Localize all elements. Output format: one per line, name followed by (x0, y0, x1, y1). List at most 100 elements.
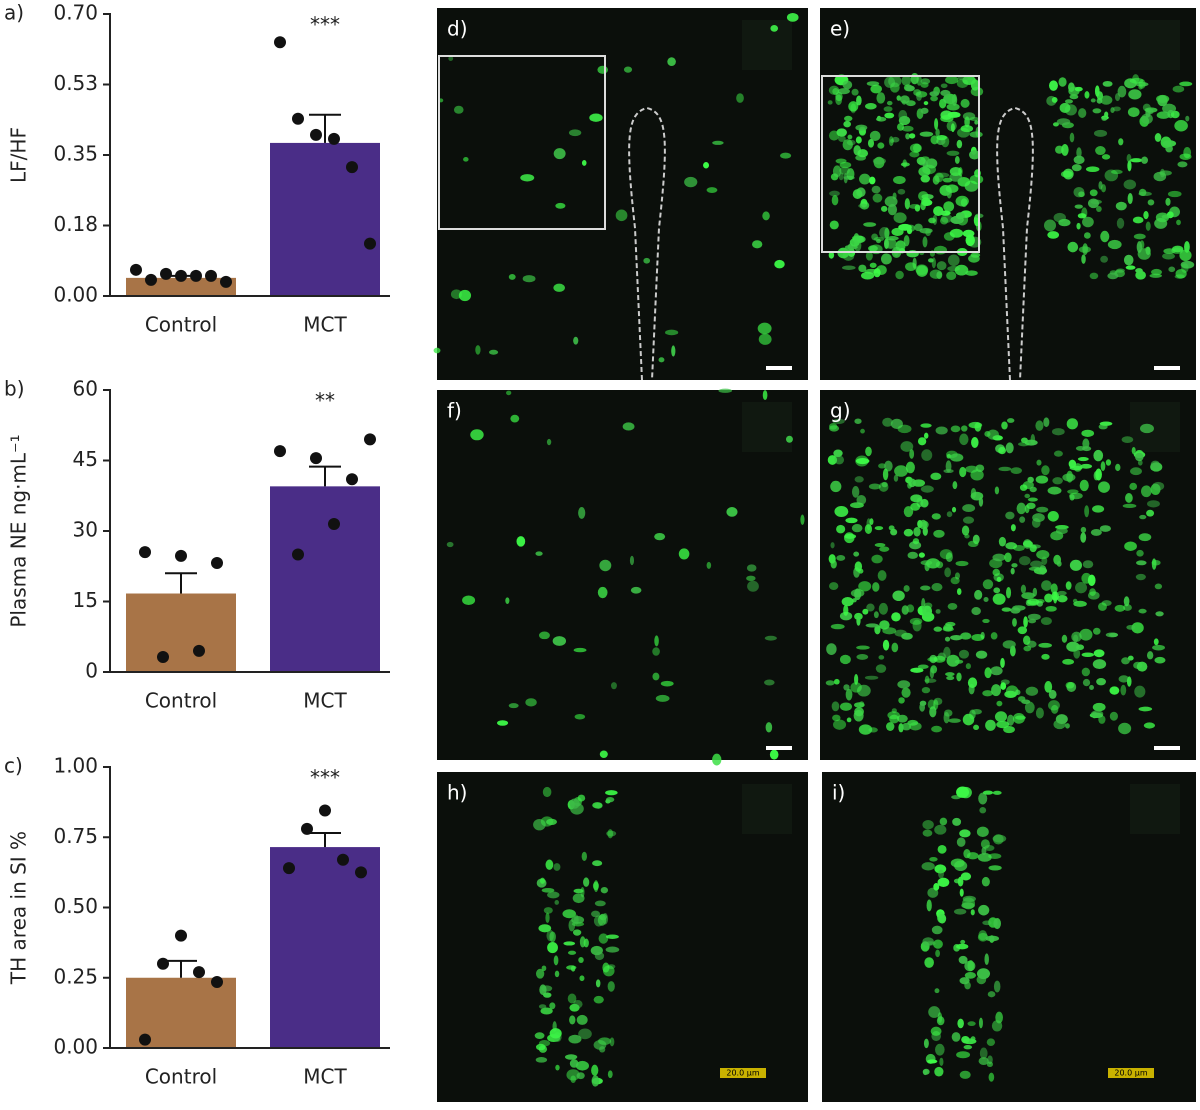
fluorescent-cell (884, 112, 895, 119)
fluorescent-cell (598, 1037, 612, 1045)
corner-patch (742, 784, 792, 834)
fluorescent-cell (955, 212, 965, 220)
fluorescent-cell (1127, 160, 1132, 172)
fluorescent-cell (873, 611, 879, 619)
fluorescent-cell (1092, 505, 1105, 513)
fluorescent-cell (1017, 442, 1030, 447)
fluorescent-cell (862, 608, 869, 615)
bar (126, 593, 236, 672)
panel-label: d) (447, 17, 468, 41)
fluorescent-cell (843, 120, 851, 128)
fluorescent-cell (1151, 558, 1157, 570)
fluorescent-cell (602, 965, 615, 977)
fluorescent-cell (921, 197, 931, 207)
x-tick-label: MCT (303, 689, 347, 713)
fluorescent-cell (578, 957, 584, 963)
fluorescent-cell (1082, 560, 1094, 569)
fluorescent-cell (1067, 241, 1079, 253)
fluorescent-cell (1160, 168, 1165, 178)
corner-patch (1130, 20, 1180, 70)
fluorescent-cell (1155, 611, 1164, 617)
fluorescent-cell (990, 632, 998, 640)
fluorescent-cell (943, 96, 950, 104)
fluorescent-cell (553, 955, 559, 966)
fluorescent-cell (1005, 511, 1015, 520)
fluorescent-cell (1100, 95, 1113, 105)
fluorescent-cell (933, 626, 943, 632)
fluorescent-cell (453, 105, 464, 114)
fluorescent-cell (1105, 632, 1119, 638)
fluorescent-cell (1138, 533, 1152, 542)
fluorescent-cell (970, 1036, 976, 1042)
ventricle-outline (628, 106, 666, 381)
fluorescent-cell (1093, 449, 1104, 462)
fluorescent-cell (961, 902, 975, 909)
fluorescent-cell (622, 422, 635, 431)
fluorescent-cell (967, 677, 978, 689)
fluorescent-cell (1085, 166, 1100, 173)
fluorescent-cell (595, 979, 601, 988)
fluorescent-cell (965, 270, 978, 276)
fluorescent-cell (919, 131, 934, 137)
fluorescent-cell (1146, 509, 1155, 517)
fluorescent-cell (830, 480, 842, 493)
fluorescent-cell (996, 576, 1002, 582)
fluorescent-cell (547, 941, 558, 954)
fluorescent-cell (594, 951, 605, 961)
fluorescent-cell (1156, 111, 1171, 119)
fluorescent-cell (959, 888, 964, 897)
fluorescent-cell (960, 632, 972, 640)
data-point (175, 269, 187, 282)
y-tick-label: 30 (73, 518, 98, 542)
data-point (193, 966, 205, 979)
fluorescent-cell (842, 265, 856, 270)
fluorescent-cell (953, 908, 967, 915)
fluorescent-cell (831, 195, 839, 206)
fluorescent-cell (969, 116, 980, 121)
fluorescent-cell (475, 345, 481, 355)
fluorescent-cell (1047, 510, 1059, 522)
fluorescent-cell (569, 798, 580, 809)
fluorescent-cell (1101, 116, 1108, 121)
fluorescent-cell (1098, 602, 1107, 611)
fluorescent-cell (1138, 706, 1153, 712)
fluorescent-cell (921, 598, 926, 610)
fluorescent-cell (658, 357, 665, 363)
fluorescent-cell (867, 138, 875, 148)
fluorescent-cell (1114, 93, 1121, 102)
fluorescent-cell (968, 254, 980, 263)
fluorescent-cell (1120, 684, 1127, 696)
fluorescent-cell (868, 245, 878, 252)
fluorescent-cell (1057, 590, 1067, 596)
fluorescent-cell (993, 918, 1001, 930)
fluorescent-cell (854, 707, 864, 717)
fluorescent-cell (1081, 667, 1090, 677)
fluorescent-cell (931, 583, 943, 592)
fluorescent-cell (574, 713, 586, 720)
fluorescent-cell (924, 561, 930, 572)
fluorescent-cell (838, 135, 846, 142)
fluorescent-cell (1051, 591, 1059, 601)
fluorescent-cell (971, 607, 981, 616)
fluorescent-cell (833, 719, 847, 730)
fluorescent-cell (1082, 678, 1091, 687)
fluorescent-cell (947, 602, 958, 610)
fluorescent-cell (1147, 199, 1155, 206)
fluorescent-cell (547, 891, 560, 899)
fluorescent-cell (978, 904, 990, 916)
fluorescent-cell (1121, 436, 1134, 444)
fluorescent-cell (888, 525, 895, 531)
fluorescent-cell (902, 159, 907, 168)
significance: *** (310, 766, 340, 790)
micrograph-panel: d) (433, 8, 808, 381)
fluorescent-cell (954, 264, 969, 276)
fluorescent-cell (960, 98, 970, 108)
fluorescent-cell (865, 446, 872, 457)
fluorescent-cell (1150, 460, 1160, 469)
fluorescent-cell (923, 101, 929, 106)
fluorescent-cell (936, 261, 947, 271)
fluorescent-cell (1136, 549, 1144, 557)
x-tick-label: Control (145, 313, 217, 337)
fluorescent-cell (882, 639, 890, 651)
fluorescent-cell (937, 845, 947, 854)
